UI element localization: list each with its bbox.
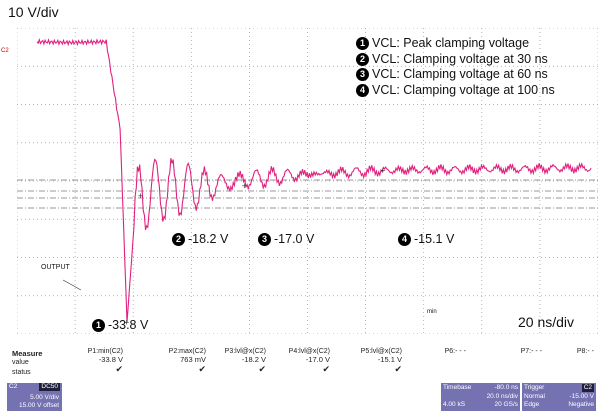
annotation-value: -15.1 V (414, 232, 455, 246)
trigger-slope: Negative (568, 401, 594, 408)
timebase-tdiv: 20.0 ns/div (486, 393, 518, 400)
trigger-title: Trigger (524, 384, 545, 391)
measure-param: P4:lvl@x(C2) (288, 348, 330, 355)
waveform-plot: + + + + (17, 28, 598, 334)
number-1-icon: 1 (92, 318, 105, 332)
trigger-level: -15.00 V (569, 393, 594, 400)
coupling-badge: DC50 (39, 383, 60, 391)
annotation-value: -17.0 V (274, 232, 315, 246)
timebase-delay: -80.0 ns (494, 384, 519, 391)
check-icon: ✔ (258, 364, 266, 374)
measure-param: P2:max(C2) (168, 348, 206, 355)
cursor-marker: + (138, 191, 143, 201)
annotation-value: -18.2 V (188, 232, 229, 246)
legend: 1 VCL: Peak clamping voltage 2 VCL: Clampi… (356, 36, 555, 98)
cursor-markers: + + + + (124, 166, 386, 328)
measure-col-p6[interactable]: P6:- - - (445, 348, 466, 355)
vertical-scale-label: 10 V/div (8, 4, 59, 20)
timebase-title: Timebase (443, 384, 472, 391)
measure-value: 763 mV (180, 355, 206, 364)
legend-text: VCL: Clamping voltage at 60 ns (372, 67, 548, 81)
timebase-rate: 20 GS/s (494, 401, 518, 408)
measure-value-label: value (12, 359, 29, 366)
legend-item-1: 1 VCL: Peak clamping voltage (356, 36, 555, 52)
time-scale-label: 20 ns/div (518, 314, 575, 330)
oscilloscope-display[interactable]: + + + + (17, 28, 598, 334)
annotation-60ns: 3 -17.0 V (258, 232, 314, 246)
measure-col-p8[interactable]: P8:- - (577, 348, 594, 355)
measure-status-label: status (12, 369, 31, 376)
legend-item-3: 3 VCL: Clamping voltage at 60 ns (356, 67, 555, 83)
measure-col-p5[interactable]: P5:lvl@x(C2) -15.1 V ✔ (361, 348, 402, 375)
measure-value: -33.8 V (98, 355, 123, 364)
number-1-icon: 1 (356, 37, 369, 51)
measure-value: -15.1 V (377, 355, 402, 364)
legend-item-2: 2 VCL: Clamping voltage at 30 ns (356, 52, 555, 68)
waveform-trace (36, 38, 592, 323)
measure-value: -17.0 V (305, 355, 330, 364)
channel-vdiv: 5.00 V/div (30, 394, 59, 401)
measure-param: P8:- - (576, 348, 594, 355)
measure-param: P7:- - - (520, 348, 542, 355)
check-icon: ✔ (198, 364, 206, 374)
annotation-value: -33.8 V (108, 318, 149, 332)
number-3-icon: 3 (258, 232, 271, 246)
cursor-marker: + (380, 166, 385, 176)
trigger-type: Edge (524, 401, 540, 408)
check-icon: ✔ (322, 364, 330, 374)
check-icon: ✔ (115, 364, 123, 374)
cursor-marker: + (124, 317, 129, 327)
measure-param: P6:- - - (444, 348, 466, 355)
min-label: min (427, 309, 437, 315)
timebase-samples: 4.00 kS (443, 401, 466, 408)
measure-param: P3:lvl@x(C2) (224, 348, 266, 355)
measure-param: P1:min(C2) (87, 348, 123, 355)
channel-name: C2 (9, 383, 18, 390)
legend-text: VCL: Clamping voltage at 100 ns (372, 82, 555, 97)
measure-col-p2[interactable]: P2:max(C2) 763 mV ✔ (169, 348, 206, 375)
measure-col-p1[interactable]: P1:min(C2) -33.8 V ✔ (88, 348, 123, 375)
timebase-panel[interactable]: Timebase -80.0 ns 20.0 ns/div 4.00 kS 20… (441, 383, 520, 411)
measure-col-p7[interactable]: P7:- - - (521, 348, 542, 355)
number-4-icon: 4 (398, 232, 411, 246)
legend-text: VCL: Clamping voltage at 30 ns (372, 51, 548, 66)
measure-col-p3[interactable]: P3:lvl@x(C2) -18.2 V ✔ (225, 348, 266, 375)
annotation-30ns: 2 -18.2 V (172, 232, 228, 246)
measure-col-p4[interactable]: P4:lvl@x(C2) -17.0 V ✔ (289, 348, 330, 375)
number-2-icon: 2 (356, 52, 369, 66)
check-icon: ✔ (394, 364, 402, 374)
output-leader-line (62, 279, 82, 291)
cursor-marker: + (242, 181, 247, 191)
legend-item-4: 4 VCL: Clamping voltage at 100 ns (356, 83, 555, 99)
measure-bar[interactable]: Measure value status P1:min(C2) -33.8 V … (0, 348, 598, 382)
channel-descriptor-c2[interactable]: C2 DC50 5.00 V/div 15.00 V offset (7, 383, 62, 411)
channel-level-tag: C2 (1, 48, 9, 54)
grid (17, 28, 598, 334)
trigger-mode: Normal (524, 393, 545, 400)
measure-value: -18.2 V (241, 355, 266, 364)
number-3-icon: 3 (356, 68, 369, 82)
trigger-panel[interactable]: Trigger C2 Normal -15.00 V Edge Negative (522, 383, 596, 411)
channel-offset: 15.00 V offset (19, 402, 59, 409)
annotation-100ns: 4 -15.1 V (398, 232, 454, 246)
number-2-icon: 2 (172, 232, 185, 246)
measure-title: Measure (12, 349, 43, 358)
trigger-channel: C2 (581, 384, 594, 392)
measure-param: P5:lvl@x(C2) (360, 348, 402, 355)
channel-header: C2 DC50 (7, 383, 62, 391)
number-4-icon: 4 (356, 83, 369, 97)
legend-text: VCL: Peak clamping voltage (372, 36, 530, 50)
output-label: OUTPUT (41, 264, 70, 271)
annotation-peak: 1 -33.8 V (92, 318, 148, 332)
